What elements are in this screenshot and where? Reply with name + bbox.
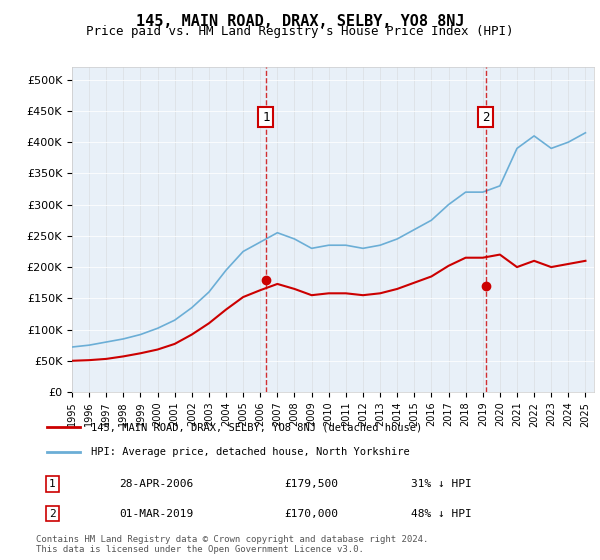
Text: 1: 1: [262, 111, 269, 124]
Text: 28-APR-2006: 28-APR-2006: [119, 479, 193, 489]
Text: 145, MAIN ROAD, DRAX, SELBY, YO8 8NJ: 145, MAIN ROAD, DRAX, SELBY, YO8 8NJ: [136, 14, 464, 29]
Text: Contains HM Land Registry data © Crown copyright and database right 2024.
This d: Contains HM Land Registry data © Crown c…: [36, 535, 428, 554]
Text: 31% ↓ HPI: 31% ↓ HPI: [412, 479, 472, 489]
Text: 01-MAR-2019: 01-MAR-2019: [119, 508, 193, 519]
Text: 1: 1: [49, 479, 56, 489]
Text: 2: 2: [482, 111, 490, 124]
Text: HPI: Average price, detached house, North Yorkshire: HPI: Average price, detached house, Nort…: [91, 447, 410, 457]
Text: 48% ↓ HPI: 48% ↓ HPI: [412, 508, 472, 519]
Text: Price paid vs. HM Land Registry's House Price Index (HPI): Price paid vs. HM Land Registry's House …: [86, 25, 514, 38]
Text: £170,000: £170,000: [284, 508, 338, 519]
Text: 2: 2: [49, 508, 56, 519]
Text: £179,500: £179,500: [284, 479, 338, 489]
Text: 145, MAIN ROAD, DRAX, SELBY, YO8 8NJ (detached house): 145, MAIN ROAD, DRAX, SELBY, YO8 8NJ (de…: [91, 422, 422, 432]
